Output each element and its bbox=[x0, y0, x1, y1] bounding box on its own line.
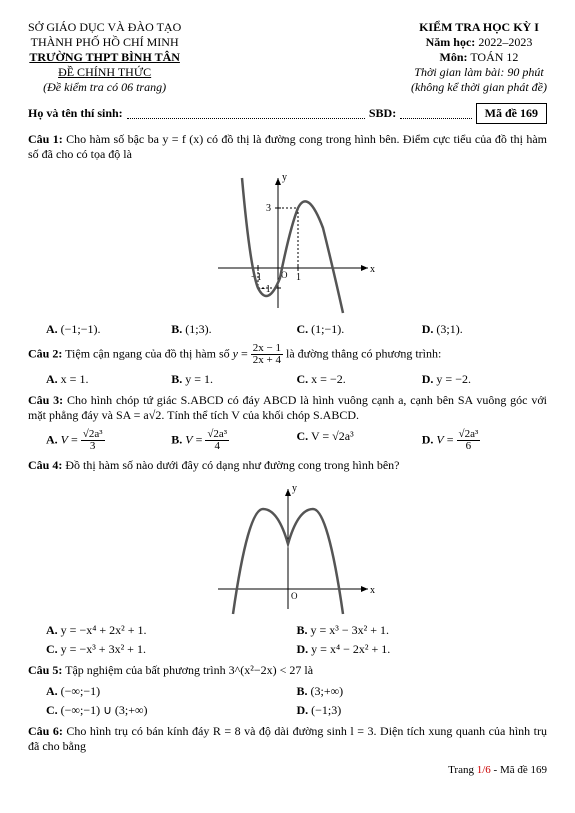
q5-text: Tập nghiệm của bất phương trình 3^(x²−2x… bbox=[65, 663, 313, 677]
sbd-label: SBD: bbox=[369, 106, 396, 121]
q1-label: Câu 1: bbox=[28, 132, 63, 146]
q3-label: Câu 3: bbox=[28, 393, 63, 407]
dept-line: SỞ GIÁO DỤC VÀ ĐÀO TẠO bbox=[28, 20, 181, 35]
q3-optC: C. V = √2a³ bbox=[297, 429, 422, 452]
q4-origin: O bbox=[291, 591, 298, 601]
year-line: Năm học: 2022–2023 bbox=[411, 35, 547, 50]
q2-label: Câu 2: bbox=[28, 346, 62, 360]
q3-optB: B. V = √2a³4 bbox=[171, 429, 296, 452]
q2-text-b: là đường thẳng có phương trình: bbox=[286, 346, 441, 360]
q1-optD: D. (3;1). bbox=[422, 322, 547, 337]
q1-text: Cho hàm số bậc ba y = f (x) có đồ thị là… bbox=[28, 132, 547, 161]
name-label: Họ và tên thí sinh: bbox=[28, 106, 123, 121]
q3-options: A. V = √2a³3 B. V = √2a³4 C. V = √2a³ D.… bbox=[46, 429, 547, 452]
q3-optA: A. V = √2a³3 bbox=[46, 429, 171, 452]
q4-options: A. y = −x⁴ + 2x² + 1. B. y = x³ − 3x² + … bbox=[46, 623, 547, 657]
q3-text: Cho hình chóp tứ giác S.ABCD có đáy ABCD… bbox=[28, 393, 547, 422]
subject-line: Môn: TOÁN 12 bbox=[411, 50, 547, 65]
page-header: SỞ GIÁO DỤC VÀ ĐÀO TẠO THÀNH PHỐ HỒ CHÍ … bbox=[28, 20, 547, 95]
question-1: Câu 1: Cho hàm số bậc ba y = f (x) có đồ… bbox=[28, 132, 547, 162]
q5-optB: B. (3;+∞) bbox=[297, 684, 548, 699]
q5-label: Câu 5: bbox=[28, 663, 62, 677]
subject-value: TOÁN 12 bbox=[470, 50, 518, 64]
exam-title: KIỂM TRA HỌC KỲ I bbox=[411, 20, 547, 35]
footer-a: Trang bbox=[448, 764, 477, 776]
q4-optC: C. y = −x³ + 3x² + 1. bbox=[46, 642, 297, 657]
q1-optA: A. (−1;−1). bbox=[46, 322, 171, 337]
q5-optA: A. (−∞;−1) bbox=[46, 684, 297, 699]
q2-fraction: 2x − 1 2x + 4 bbox=[251, 343, 283, 366]
note-line: (không kể thời gian phát đề) bbox=[411, 80, 547, 95]
footer-page: 1/6 bbox=[477, 764, 491, 776]
page-footer: Trang 1/6 - Mã đề 169 bbox=[28, 764, 547, 776]
name-dots bbox=[127, 108, 365, 119]
question-2: Câu 2: Tiệm cận ngang của đồ thị hàm số … bbox=[28, 343, 547, 366]
q4-graph: x y O bbox=[28, 479, 547, 619]
exam-code-box: Mã đề 169 bbox=[476, 103, 547, 124]
x-tick-1: 1 bbox=[296, 272, 301, 283]
question-3: Câu 3: Cho hình chóp tứ giác S.ABCD có đ… bbox=[28, 393, 547, 423]
q2-optC: C. x = −2. bbox=[297, 372, 422, 387]
x-axis-label: x bbox=[370, 264, 375, 275]
subject-label: Môn: bbox=[440, 50, 468, 64]
q3-optD: D. V = √2a³6 bbox=[422, 429, 547, 452]
year-label: Năm học: bbox=[426, 35, 476, 49]
q1-graph: x y O 3 −1 1 −1 bbox=[28, 168, 547, 318]
y-axis-label: y bbox=[282, 172, 287, 183]
duration-line: Thời gian làm bài: 90 phút bbox=[411, 65, 547, 80]
q5-options: A. (−∞;−1) B. (3;+∞) C. (−∞;−1) ∪ (3;+∞)… bbox=[46, 684, 547, 718]
header-left: SỞ GIÁO DỤC VÀ ĐÀO TẠO THÀNH PHỐ HỒ CHÍ … bbox=[28, 20, 181, 95]
q1-optB: B. (1;3). bbox=[171, 322, 296, 337]
header-right: KIỂM TRA HỌC KỲ I Năm học: 2022–2023 Môn… bbox=[411, 20, 547, 95]
y-tick-3: 3 bbox=[266, 203, 271, 214]
q4-x-axis: x bbox=[370, 585, 375, 596]
q4-y-axis: y bbox=[292, 483, 297, 494]
footer-b: - Mã đề 169 bbox=[491, 764, 547, 776]
q1-options: A. (−1;−1). B. (1;3). C. (1;−1). D. (3;1… bbox=[46, 322, 547, 337]
q4-optD: D. y = x⁴ − 2x² + 1. bbox=[297, 642, 548, 657]
q4-label: Câu 4: bbox=[28, 458, 62, 472]
q2-optB: B. y = 1. bbox=[171, 372, 296, 387]
q6-label: Câu 6: bbox=[28, 724, 63, 738]
q2-text-a: Tiệm cận ngang của đồ thị hàm số bbox=[65, 346, 233, 360]
q2-optA: A. x = 1. bbox=[46, 372, 171, 387]
question-4: Câu 4: Đồ thị hàm số nào dưới đây có dạn… bbox=[28, 458, 547, 473]
q1-optC: C. (1;−1). bbox=[297, 322, 422, 337]
sbd-dots bbox=[400, 108, 471, 119]
q4-optA: A. y = −x⁴ + 2x² + 1. bbox=[46, 623, 297, 638]
candidate-row: Họ và tên thí sinh: SBD: Mã đề 169 bbox=[28, 103, 547, 124]
q2-options: A. x = 1. B. y = 1. C. x = −2. D. y = −2… bbox=[46, 372, 547, 387]
question-5: Câu 5: Tập nghiệm của bất phương trình 3… bbox=[28, 663, 547, 678]
q4-text: Đồ thị hàm số nào dưới đây có dạng như đ… bbox=[65, 458, 399, 472]
q5-optD: D. (−1;3) bbox=[297, 703, 548, 718]
q4-optB: B. y = x³ − 3x² + 1. bbox=[297, 623, 548, 638]
pages-line: (Đề kiểm tra có 06 trang) bbox=[28, 80, 181, 95]
q5-optC: C. (−∞;−1) ∪ (3;+∞) bbox=[46, 703, 297, 718]
city-line: THÀNH PHỐ HỒ CHÍ MINH bbox=[28, 35, 181, 50]
school-line: TRƯỜNG THPT BÌNH TÂN bbox=[28, 50, 181, 65]
year-value: 2022–2023 bbox=[478, 35, 532, 49]
question-6: Câu 6: Cho hình trụ có bán kính đáy R = … bbox=[28, 724, 547, 754]
q6-text: Cho hình trụ có bán kính đáy R = 8 và độ… bbox=[28, 724, 547, 753]
official-line: ĐỀ CHÍNH THỨC bbox=[28, 65, 181, 80]
q2-optD: D. y = −2. bbox=[422, 372, 547, 387]
